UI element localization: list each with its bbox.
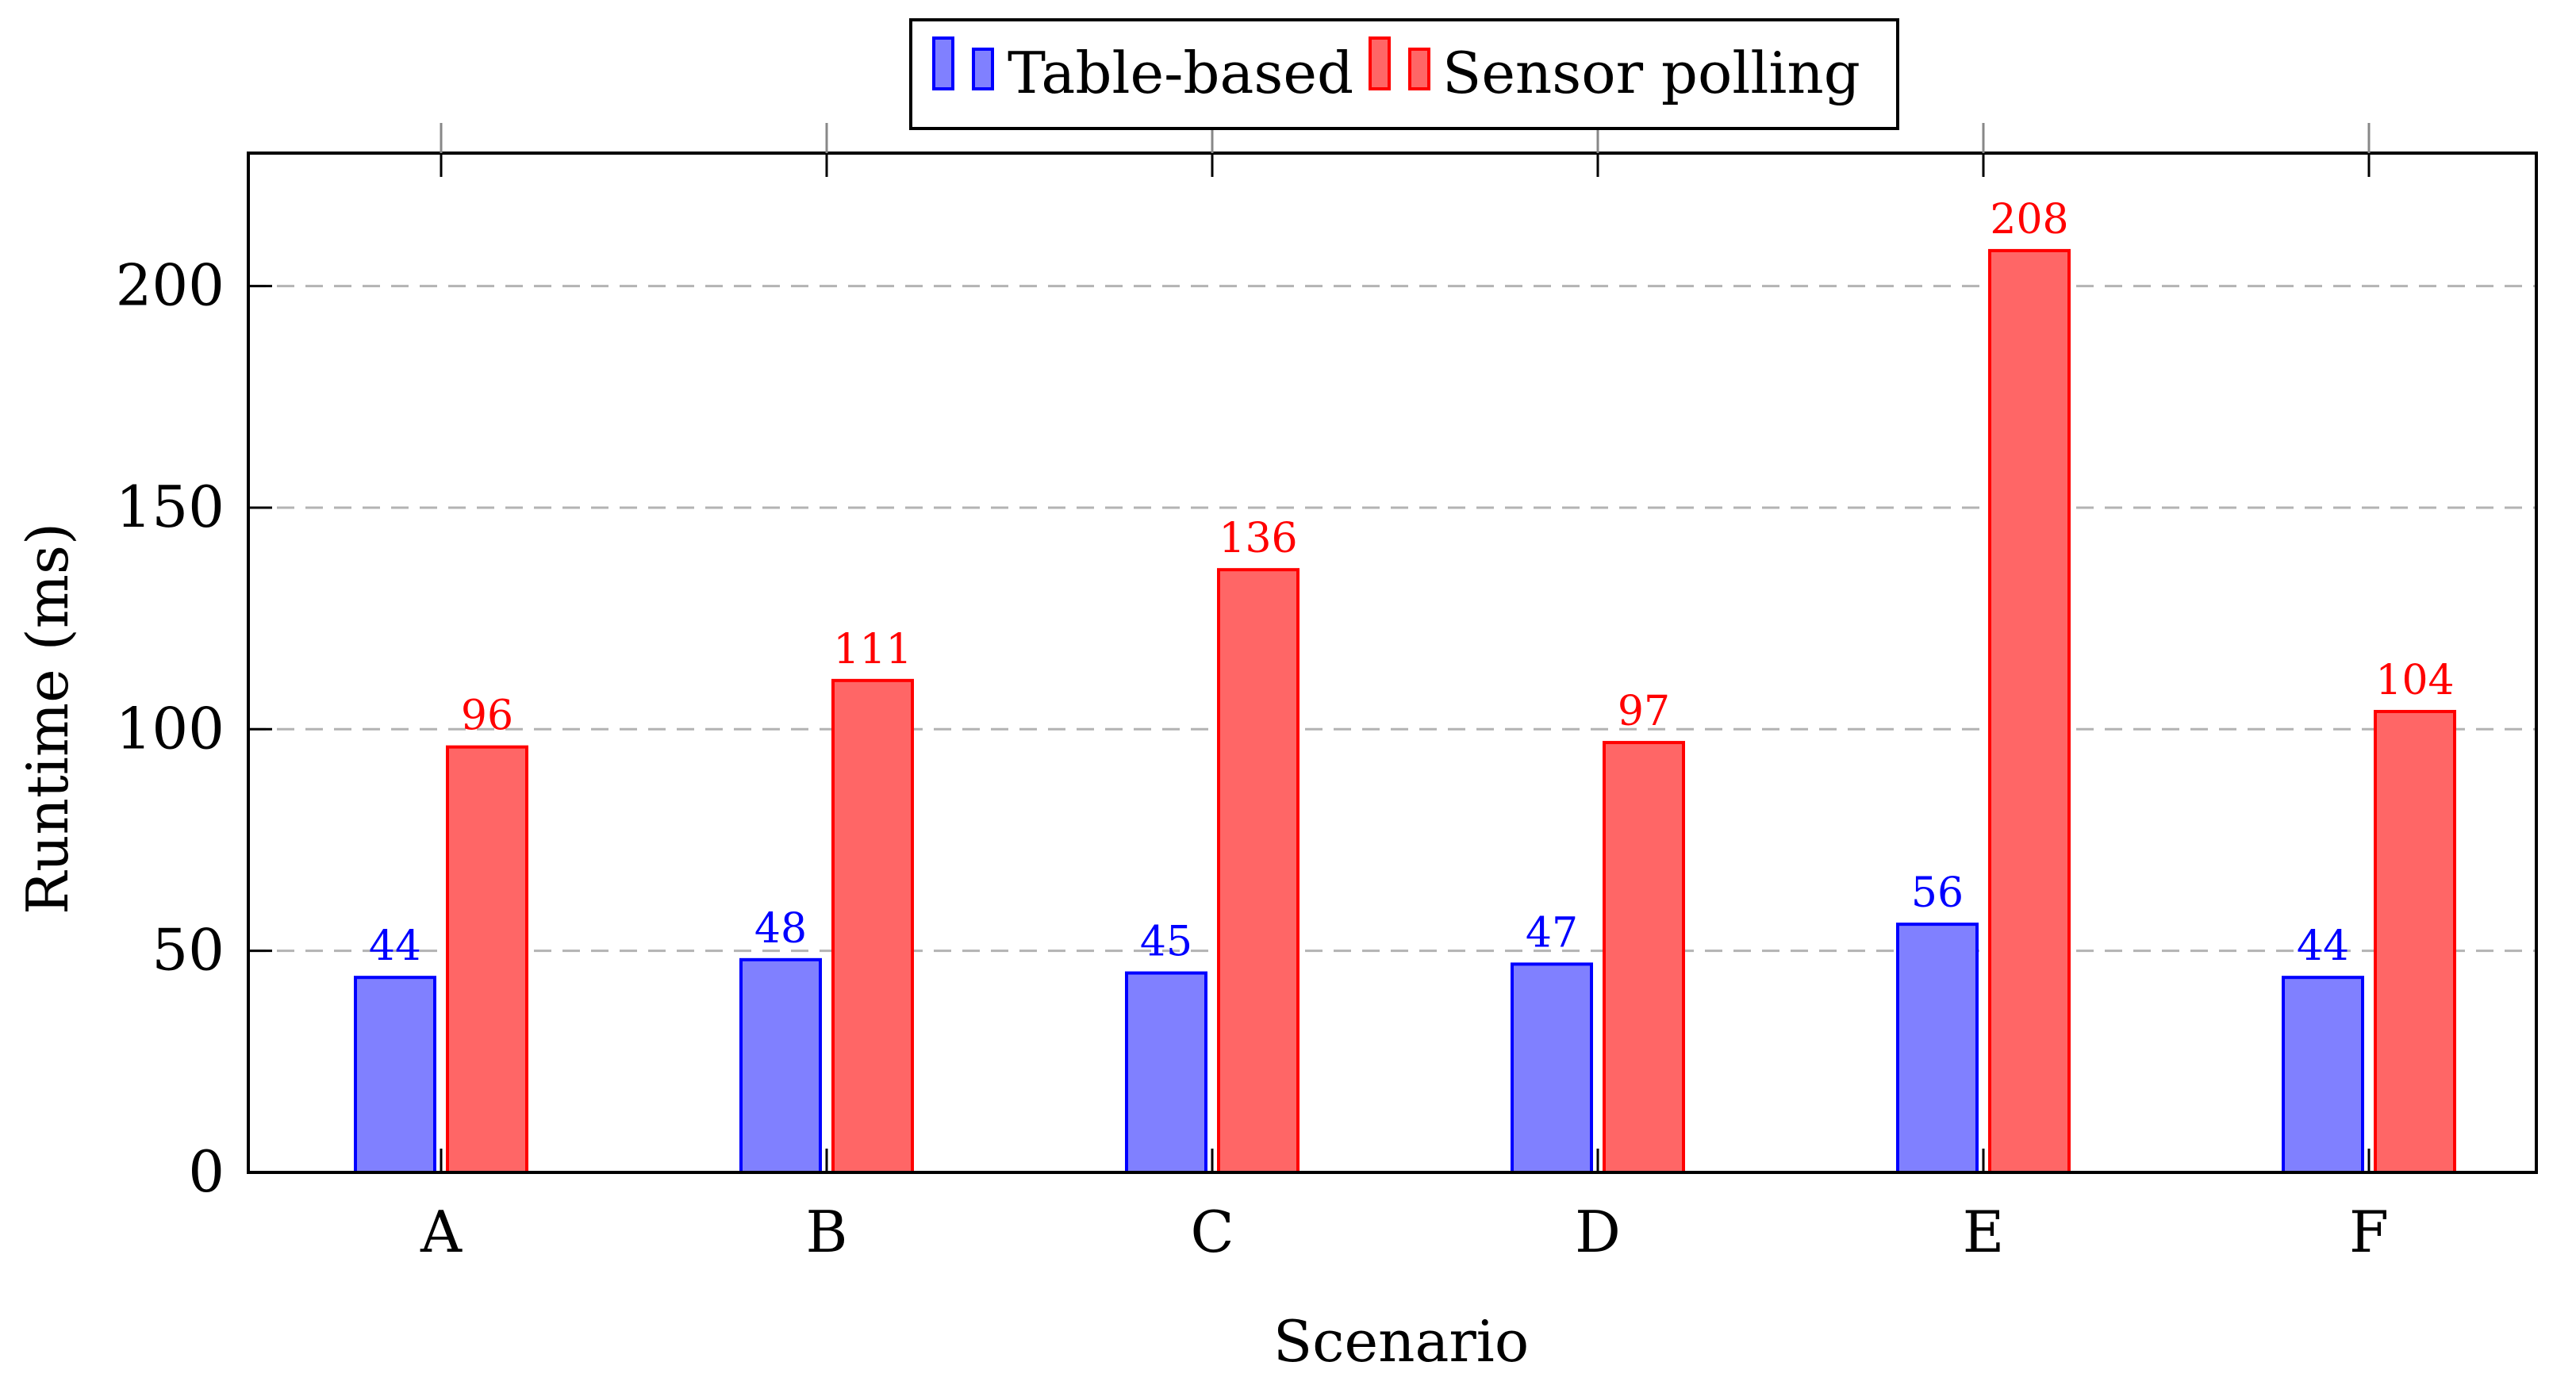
data-label: 96 [461,692,513,740]
data-label: 111 [833,626,912,673]
data-label: 208 [1990,196,2068,244]
bar [1988,248,2071,1174]
y-tick-label: 50 [152,917,225,984]
data-label: 97 [1618,688,1670,735]
x-tick-label: E [1963,1199,2005,1265]
x-axis-title: Scenario [1273,1308,1529,1375]
legend-label: Sensor polling [1442,40,1860,106]
x-tick-label: C [1190,1199,1234,1265]
data-label: 56 [1911,869,1964,917]
data-label: 44 [369,923,421,970]
bar [354,976,436,1175]
legend-swatch [1408,48,1430,90]
legend: Table-based Sensor polling [909,18,1899,130]
bar [1896,923,1979,1175]
y-tick-label: 150 [116,474,225,540]
data-label: 136 [1219,515,1297,562]
bar [739,957,822,1174]
axes: A B C D E F 0 50 100 150 200 [116,123,2538,1265]
data-label: 48 [754,905,807,953]
x-tick-label: B [806,1199,848,1265]
bar [1511,962,1593,1175]
data-labels: 44 48 45 47 56 44 96 111 136 97 208 104 [369,196,2455,970]
legend-label: Table-based [1008,40,1353,106]
bar [446,745,528,1174]
bar [2374,709,2456,1174]
y-axis-title: Runtime (ms) [14,523,81,915]
y-tick-label: 100 [116,695,225,762]
legend-swatch [1369,36,1391,90]
data-label: 47 [1526,909,1578,957]
x-tick-label: F [2349,1199,2389,1265]
legend-box [909,18,1899,130]
data-label: 104 [2375,657,2454,704]
y-tick-label: 0 [188,1138,225,1205]
data-label: 45 [1140,919,1192,966]
bars [354,248,2456,1175]
grid-lines [248,285,2536,953]
data-label: 44 [2297,923,2349,970]
bar [1603,741,1685,1174]
bar [2282,976,2364,1175]
legend-swatch [932,36,954,90]
legend-swatch [972,48,994,90]
bar [1217,568,1300,1174]
x-tick-label: D [1575,1199,1621,1265]
x-tick-label: A [420,1199,463,1265]
bar [831,678,914,1174]
bar [1125,971,1207,1174]
plot-frame [247,152,2538,1174]
y-tick-label: 200 [116,252,225,319]
